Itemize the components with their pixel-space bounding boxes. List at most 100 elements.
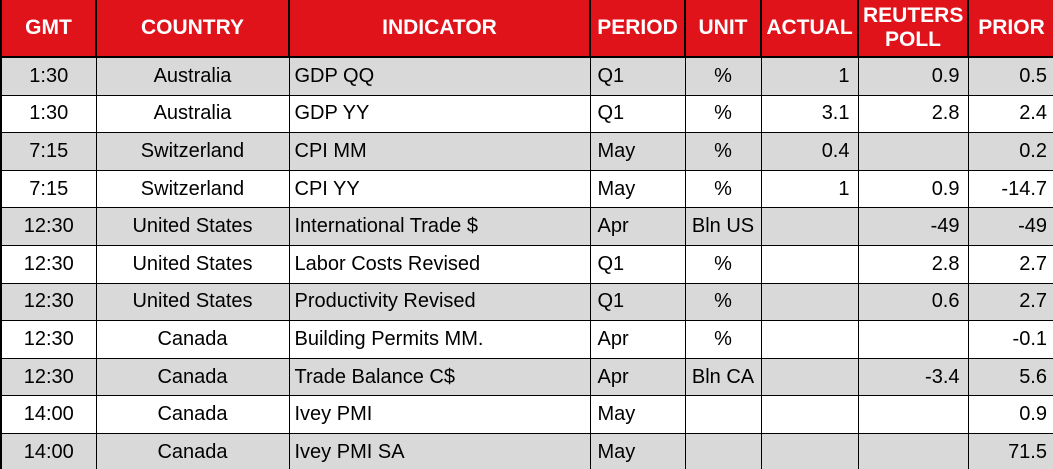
cell-gmt: 7:15 [1,132,97,171]
cell-prior: 0.5 [967,56,1053,96]
cell-prior: 2.4 [967,94,1053,134]
cell-poll [857,320,969,359]
cell-actual: 1 [760,169,859,209]
cell-gmt: 12:30 [1,244,97,284]
header-actual: ACTUAL [760,0,859,58]
header-gmt: GMT [1,0,97,58]
cell-gmt: 1:30 [1,94,97,134]
cell-poll: 0.9 [857,56,969,96]
cell-prior: 0.2 [967,132,1053,171]
table-row: 7:15 Switzerland CPI YY May% 1 0.9 -14.7 [1,169,1053,209]
cell-indicator: GDP YY [288,94,591,134]
cell-indicator: Ivey PMI SA [288,432,591,469]
cell-period: May [589,169,686,209]
cell-unit: Bln US [684,207,762,246]
cell-country: Australia [95,94,290,134]
header-country: COUNTRY [95,0,290,58]
cell-prior: 71.5 [967,432,1053,469]
table-header: GMT COUNTRY INDICATOR PERIOD UNIT ACTUAL… [1,0,1053,58]
cell-indicator: Labor Costs Revised [288,244,591,284]
cell-actual [760,395,859,434]
cell-poll: 0.9 [857,169,969,209]
cell-poll: 0.6 [857,282,969,322]
cell-poll: 2.8 [857,244,969,284]
cell-indicator: CPI YY [288,169,591,209]
table-row: 14:00 Canada Ivey PMI SA May 71.5 [1,432,1053,469]
cell-gmt: 12:30 [1,282,97,322]
table-row: 12:30 United States Labor Costs Revised Q1%… [1,244,1053,284]
cell-gmt: 12:30 [1,320,97,359]
cell-actual [760,357,859,397]
cell-prior: 5.6 [967,357,1053,397]
cell-actual: 1 [760,56,859,96]
cell-unit: % [684,282,762,322]
header-reuters-poll: REUTERS POLL [857,0,969,58]
header-prior: PRIOR [967,0,1053,58]
cell-indicator: Building Permits MM. [288,320,591,359]
table-row: 1:30 Australia GDP YY Q1% 3.1 2.8 2.4 [1,94,1053,134]
cell-unit: % [684,94,762,134]
cell-period: May [589,432,686,469]
cell-gmt: 14:00 [1,395,97,434]
cell-indicator: CPI MM [288,132,591,171]
cell-period: May [589,395,686,434]
cell-prior: 2.7 [967,244,1053,284]
cell-indicator: Ivey PMI [288,395,591,434]
cell-unit: % [684,320,762,359]
cell-period: Q1 [589,94,686,134]
cell-prior: -14.7 [967,169,1053,209]
cell-actual [760,320,859,359]
table-row: 12:30 United States Productivity Revised Q1… [1,282,1053,322]
cell-unit: % [684,132,762,171]
table-body: 1:30 Australia GDP QQ Q1% 1 0.9 0.5 1:30 Austral… [1,56,1053,469]
cell-actual: 3.1 [760,94,859,134]
cell-gmt: 1:30 [1,56,97,96]
cell-poll [857,432,969,469]
cell-gmt: 14:00 [1,432,97,469]
cell-period: Apr [589,320,686,359]
cell-country: Switzerland [95,132,290,171]
cell-poll: -3.4 [857,357,969,397]
cell-gmt: 12:30 [1,357,97,397]
cell-prior: -49 [967,207,1053,246]
cell-period: Apr [589,357,686,397]
header-row: GMT COUNTRY INDICATOR PERIOD UNIT ACTUAL… [1,0,1053,58]
cell-country: United States [95,244,290,284]
cell-prior: -0.1 [967,320,1053,359]
cell-indicator: Trade Balance C$ [288,357,591,397]
header-unit: UNIT [684,0,762,58]
cell-period: Q1 [589,244,686,284]
cell-country: Canada [95,320,290,359]
cell-poll: 2.8 [857,94,969,134]
table-row: 12:30 Canada Trade Balance C$ Apr Bln CA -3.4… [1,357,1053,397]
cell-gmt: 7:15 [1,169,97,209]
table-row: 1:30 Australia GDP QQ Q1% 1 0.9 0.5 [1,56,1053,96]
cell-unit: Bln CA [684,357,762,397]
cell-gmt: 12:30 [1,207,97,246]
cell-indicator: GDP QQ [288,56,591,96]
table-row: 12:30 Canada Building Permits MM. Apr% -0.1 [1,320,1053,359]
cell-indicator: Productivity Revised [288,282,591,322]
cell-actual [760,432,859,469]
cell-prior: 2.7 [967,282,1053,322]
cell-unit: % [684,56,762,96]
cell-poll [857,395,969,434]
table-row: 7:15 Switzerland CPI MM May% 0.4 0.2 [1,132,1053,171]
cell-prior: 0.9 [967,395,1053,434]
cell-country: United States [95,207,290,246]
cell-country: Canada [95,357,290,397]
cell-period: Apr [589,207,686,246]
cell-period: May [589,132,686,171]
cell-poll [857,132,969,171]
cell-unit: % [684,169,762,209]
cell-actual: 0.4 [760,132,859,171]
cell-actual [760,282,859,322]
cell-unit: % [684,244,762,284]
cell-actual [760,244,859,284]
table-row: 14:00 Canada Ivey PMI May 0.9 [1,395,1053,434]
cell-country: Switzerland [95,169,290,209]
cell-period: Q1 [589,56,686,96]
cell-period: Q1 [589,282,686,322]
